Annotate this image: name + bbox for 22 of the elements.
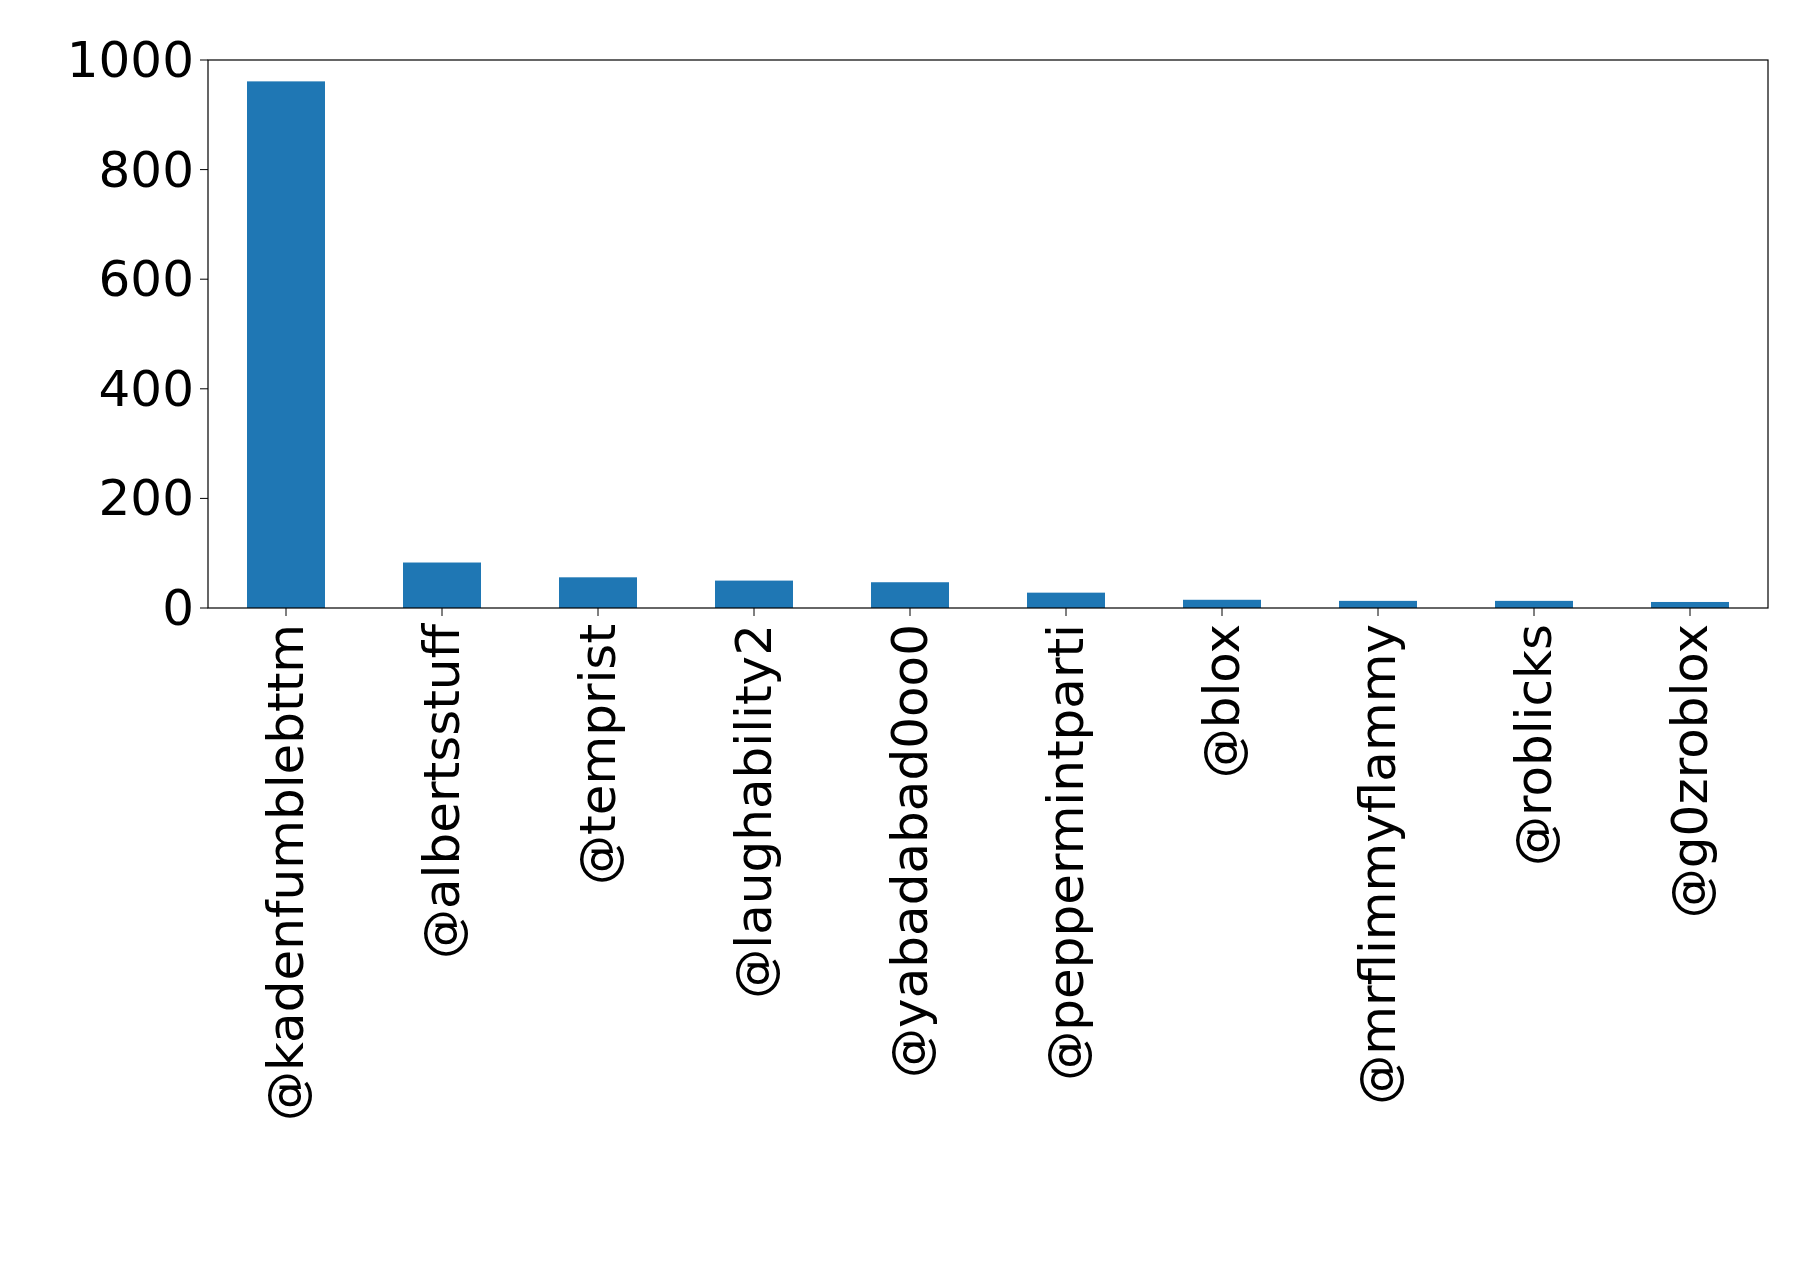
x-tick-label: @temprist	[569, 624, 627, 885]
x-tick-label: @roblicks	[1505, 624, 1563, 867]
x-tick-label: @peppermintparti	[1037, 624, 1095, 1081]
x-tick-label: @laughability2	[725, 624, 783, 999]
x-tick-label: @blox	[1193, 624, 1251, 779]
bar	[247, 81, 325, 608]
y-tick-label: 1000	[66, 31, 194, 89]
bar	[559, 577, 637, 608]
x-tick-label: @mrflimmyflammy	[1349, 624, 1407, 1105]
y-tick-label: 600	[98, 250, 194, 309]
bar	[715, 580, 793, 608]
y-tick-label: 0	[162, 579, 194, 637]
x-tick-label: @kadenfumblebttm	[257, 624, 315, 1121]
x-tick-label: @yabadabad0oo0	[881, 624, 939, 1078]
x-tick-label: @g0zroblox	[1661, 624, 1719, 919]
bar	[403, 562, 481, 608]
bar	[871, 582, 949, 608]
y-tick-label: 200	[98, 469, 194, 528]
bar	[1027, 592, 1105, 608]
y-tick-label: 400	[98, 359, 194, 418]
x-tick-label: @albertsstuff	[413, 622, 471, 960]
y-tick-label: 800	[98, 140, 194, 199]
